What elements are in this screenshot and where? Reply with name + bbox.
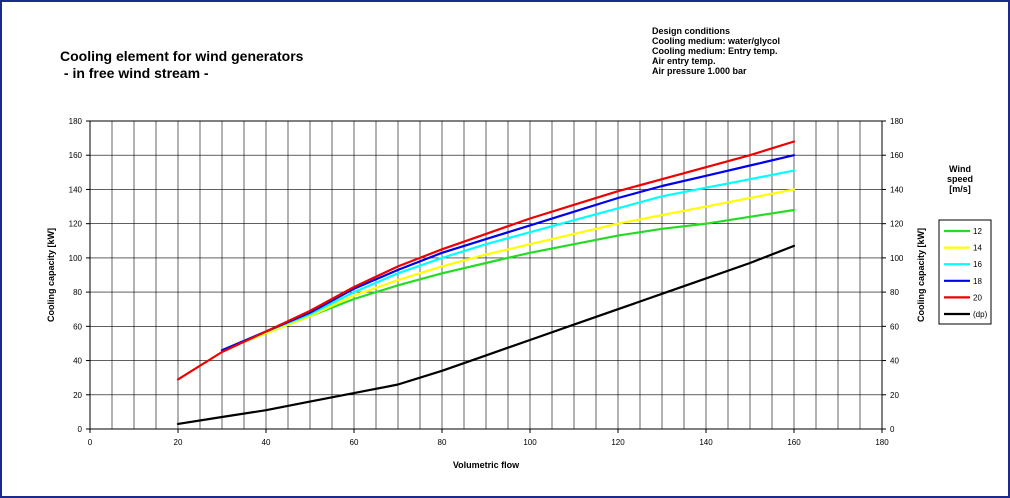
x-tick-label: 60: [350, 438, 359, 447]
y-tick-label: 0: [78, 425, 83, 434]
x-tick-label: 120: [611, 438, 625, 447]
series-line-3: [220, 154, 796, 352]
grid-lines: [90, 121, 882, 429]
legend-label-5: (dp): [973, 310, 988, 319]
design-conditions-heading: Design conditions: [652, 26, 731, 36]
x-tick-label: 160: [787, 438, 801, 447]
y-tick-label: 40: [73, 357, 82, 366]
y-axis-label: Cooling capacity [kW]: [46, 228, 56, 322]
x-tick-label: 20: [174, 438, 183, 447]
condition-air-entry-temp: Air entry temp.: [652, 56, 716, 66]
condition-entry-temp: Cooling medium: Entry temp.: [652, 46, 778, 56]
y-tick-label-right: 80: [890, 288, 899, 297]
series-group: [176, 140, 796, 425]
legend: 12 14 16 18 20 (dp): [944, 227, 988, 319]
y-tick-label: 180: [69, 117, 83, 126]
y-tick-label: 140: [69, 185, 83, 194]
x-tick-label: 80: [438, 438, 447, 447]
x-tick-label: 180: [875, 438, 889, 447]
y-axis-label-right: Cooling capacity [kW]: [916, 228, 926, 322]
y-tick-label-right: 160: [890, 151, 904, 160]
legend-label-2: 16: [973, 260, 982, 269]
y-tick-label-right: 140: [890, 185, 904, 194]
legend-title-line-3: [m/s]: [949, 184, 971, 194]
y-tick-label-right: 100: [890, 254, 904, 263]
x-tick-label: 0: [88, 438, 93, 447]
condition-cooling-medium: Cooling medium: water/glycol: [652, 36, 781, 46]
series-line-5: [176, 244, 796, 425]
legend-title-line-1: Wind: [949, 164, 971, 174]
y-tick-label-right: 20: [890, 391, 899, 400]
y-tick-label-right: 60: [890, 322, 899, 331]
chart-title-line-1: Cooling element for wind generators: [60, 48, 304, 64]
series-line-4: [176, 140, 796, 381]
y-tick-label-right: 120: [890, 220, 904, 229]
x-tick-label: 40: [262, 438, 271, 447]
y-tick-label: 60: [73, 322, 82, 331]
y-tick-label: 120: [69, 220, 83, 229]
series-line-2: [220, 169, 796, 352]
chart-title-line-2: - in free wind stream -: [60, 65, 209, 81]
legend-label-1: 14: [973, 244, 982, 253]
x-tick-label: 100: [523, 438, 537, 447]
y-tick-label-right: 0: [890, 425, 895, 434]
legend-box: [938, 219, 992, 325]
y-tick-label: 20: [73, 391, 82, 400]
series-line-1: [220, 188, 796, 352]
legend-title-line-2: speed: [947, 174, 973, 184]
legend-label-4: 20: [973, 293, 982, 302]
legend-label-3: 18: [973, 277, 982, 286]
y-tick-label: 160: [69, 151, 83, 160]
x-axis-label: Volumetric flow: [453, 460, 520, 470]
y-tick-label-right: 180: [890, 117, 904, 126]
y-tick-label: 80: [73, 288, 82, 297]
y-tick-label-right: 40: [890, 357, 899, 366]
legend-label-0: 12: [973, 227, 982, 236]
y-tick-label: 100: [69, 254, 83, 263]
condition-air-pressure: Air pressure 1.000 bar: [652, 66, 747, 76]
plot-area-border: [89, 120, 883, 430]
x-tick-label: 140: [699, 438, 713, 447]
